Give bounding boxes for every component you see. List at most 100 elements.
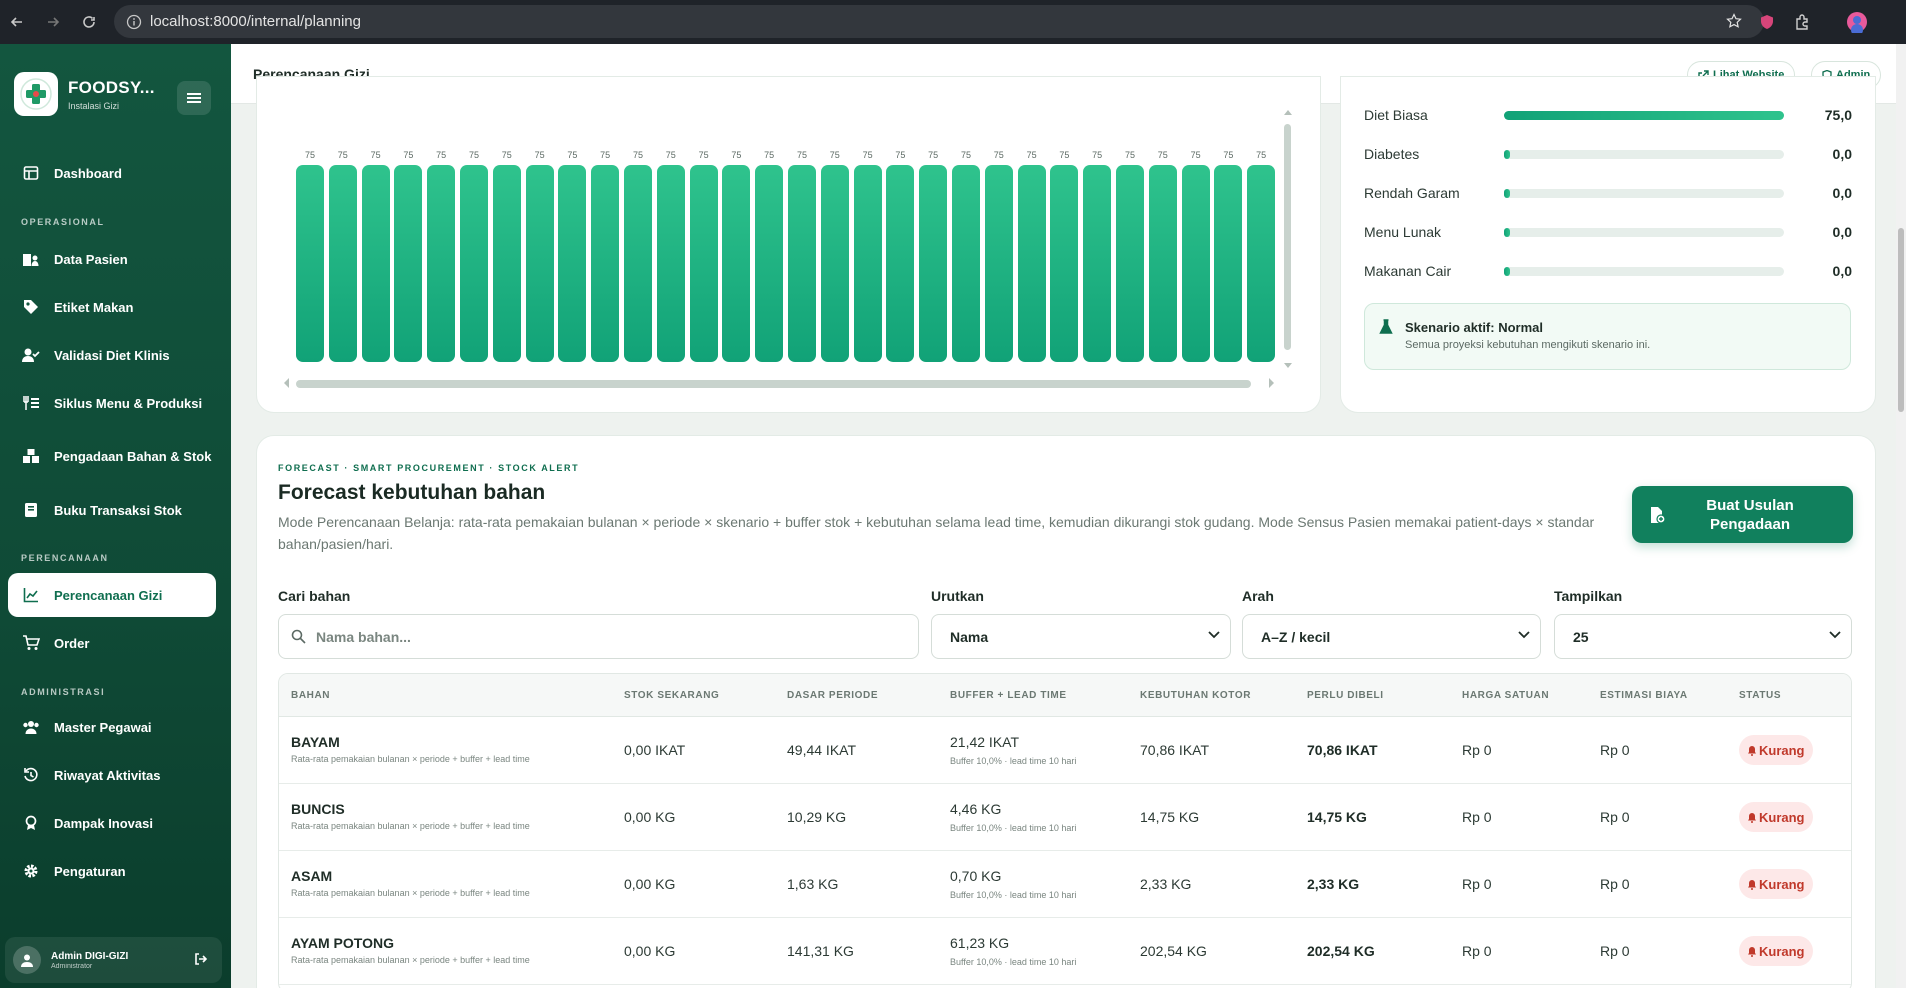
sidebar-item-dashboard[interactable]: Dashboard (8, 151, 216, 195)
chart-bar[interactable] (1017, 165, 1046, 362)
chart-bar[interactable] (492, 165, 521, 362)
direction-value: A–Z / kecil (1261, 628, 1331, 645)
brand[interactable]: FOODSY... Instalasi Gizi (14, 72, 155, 116)
chart-bar[interactable] (788, 165, 816, 362)
address-bar[interactable]: localhost:8000/internal/planning (114, 5, 1764, 38)
chart-data-label: 75 (1157, 150, 1168, 160)
chart-bar[interactable] (984, 165, 1013, 362)
chart-bar[interactable] (656, 165, 685, 362)
col-kotor[interactable]: KEBUTUHAN KOTOR (1140, 690, 1252, 701)
chart-bar[interactable] (689, 165, 718, 362)
site-info-icon[interactable] (126, 14, 142, 30)
bookmark-star-icon[interactable] (1726, 13, 1742, 29)
scroll-down-arrow[interactable] (1283, 362, 1293, 370)
chart-bar[interactable] (296, 165, 324, 362)
chart-bar[interactable] (361, 165, 390, 362)
sidebar-item-riwayat[interactable]: Riwayat Aktivitas (8, 753, 216, 797)
chart-bar[interactable] (820, 165, 849, 362)
chart-bar[interactable] (1050, 165, 1079, 362)
chart-bar[interactable] (722, 165, 751, 362)
col-dasar[interactable]: DASAR PERIODE (787, 690, 879, 701)
chart-bar[interactable] (624, 165, 652, 362)
chart-bar[interactable] (886, 165, 915, 362)
scroll-right-arrow[interactable] (1268, 377, 1276, 389)
scroll-left-arrow[interactable] (282, 377, 290, 389)
forward-icon[interactable] (38, 7, 68, 37)
sidebar: FOODSY... Instalasi Gizi Dashboard OPERA… (0, 44, 231, 988)
sidebar-item-pengadaan[interactable]: Pengadaan Bahan & Stok (8, 434, 216, 478)
chart-bar[interactable] (1214, 165, 1243, 362)
chart-bar[interactable] (1181, 165, 1210, 362)
sidebar-item-pengaturan[interactable]: Pengaturan (8, 849, 216, 893)
table-row[interactable]: BAYAM Rata-rata pemakaian bulanan × perio… (279, 717, 1851, 784)
chart-bar[interactable] (427, 165, 456, 362)
col-harga[interactable]: HARGA SATUAN (1462, 690, 1550, 701)
search-input[interactable]: Nama bahan... (278, 614, 919, 659)
chart-bar[interactable] (853, 165, 882, 362)
chevron-down-icon (1208, 631, 1220, 639)
diet-progress-bar (1504, 267, 1784, 276)
reload-icon[interactable] (74, 7, 104, 37)
sidebar-item-order[interactable]: Order (8, 621, 216, 665)
sidebar-item-dampak[interactable]: Dampak Inovasi (8, 801, 216, 845)
stok-cell: 0,00 IKAT (624, 742, 686, 758)
col-buffer[interactable]: BUFFER + LEAD TIME (950, 690, 1067, 701)
col-bahan[interactable]: BAHAN (291, 690, 331, 701)
direction-select[interactable]: A–Z / kecil (1242, 614, 1541, 659)
chart-bar[interactable] (394, 165, 423, 362)
chart-bar[interactable] (460, 165, 488, 362)
chart-data-label: 75 (304, 150, 315, 160)
table-row[interactable]: ASAM Rata-rata pemakaian bulanan × period… (279, 851, 1851, 918)
kotor-cell: 202,54 KG (1140, 943, 1207, 959)
chart-bar[interactable] (952, 165, 980, 362)
sidebar-item-etiket-makan[interactable]: Etiket Makan (8, 285, 216, 329)
chart-bar[interactable] (1148, 165, 1177, 362)
sidebar-item-master-pegawai[interactable]: Master Pegawai (8, 705, 216, 749)
diet-progress-bar (1504, 150, 1784, 159)
logout-icon[interactable] (194, 952, 208, 966)
chart-bar[interactable] (328, 165, 357, 362)
back-icon[interactable] (2, 7, 32, 37)
buat-usulan-button[interactable]: Buat Usulan Pengadaan (1632, 486, 1853, 543)
chart-bar[interactable] (1083, 165, 1112, 362)
menu-toggle-button[interactable] (177, 81, 211, 115)
sort-select[interactable]: Nama (931, 614, 1231, 659)
sidebar-item-siklus-menu[interactable]: Siklus Menu & Produksi (8, 381, 216, 425)
table-row[interactable]: AYAM POTONG Rata-rata pemakaian bulanan ×… (279, 918, 1851, 985)
harga-cell: Rp 0 (1462, 876, 1492, 892)
chart-bar[interactable] (525, 165, 554, 362)
col-stok[interactable]: STOK SEKARANG (624, 690, 720, 701)
sidebar-item-buku-transaksi[interactable]: Buku Transaksi Stok (8, 488, 216, 532)
status-text: Kurang (1759, 809, 1805, 825)
chart-bar[interactable] (919, 165, 948, 362)
col-beli[interactable]: PERLU DIBELI (1307, 690, 1384, 701)
diet-progress-fill (1504, 189, 1510, 198)
chart-bar[interactable] (558, 165, 587, 362)
user-check-icon (22, 346, 40, 364)
sidebar-item-perencanaan-gizi[interactable]: Perencanaan Gizi (8, 573, 216, 617)
chart-data-label: 75 (796, 150, 807, 160)
chart-bar[interactable] (1247, 165, 1276, 362)
show-select[interactable]: 25 (1554, 614, 1852, 659)
profile-avatar-icon[interactable] (1844, 9, 1870, 35)
chart-horizontal-scrollbar[interactable] (296, 380, 1251, 388)
sidebar-item-label: Pengaturan (54, 863, 126, 879)
extension-shield-icon[interactable] (1754, 9, 1780, 35)
page-scrollbar-thumb[interactable] (1898, 228, 1904, 412)
chart-bar[interactable] (591, 165, 620, 362)
chart-data-label: 75 (600, 150, 611, 160)
sidebar-item-validasi-diet[interactable]: Validasi Diet Klinis (8, 333, 216, 377)
chart-bar[interactable] (755, 165, 784, 362)
dasar-cell: 141,31 KG (787, 943, 854, 959)
col-biaya[interactable]: ESTIMASI BIAYA (1600, 690, 1688, 701)
chart-vertical-scrollbar[interactable] (1284, 124, 1291, 350)
page-scrollbar[interactable] (1896, 44, 1906, 988)
chart-bar[interactable] (1116, 165, 1144, 362)
stok-cell: 0,00 KG (624, 809, 676, 825)
sidebar-item-data-pasien[interactable]: Data Pasien (8, 237, 216, 281)
table-row[interactable]: BUNCIS Rata-rata pemakaian bulanan × peri… (279, 784, 1851, 851)
dashboard-icon (22, 164, 40, 182)
col-status[interactable]: STATUS (1739, 690, 1782, 701)
extensions-puzzle-icon[interactable] (1790, 9, 1816, 35)
scroll-up-arrow[interactable] (1283, 108, 1293, 116)
